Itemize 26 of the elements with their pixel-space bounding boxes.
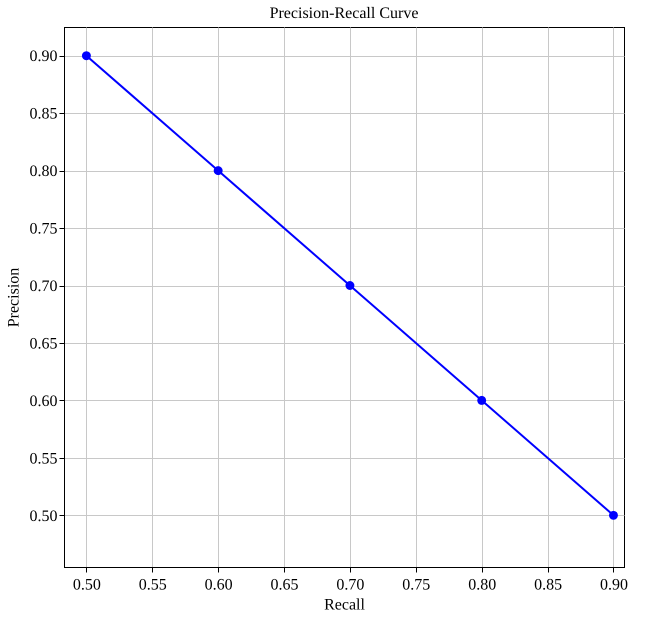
point [345,281,354,290]
y-axis-title: Precision [6,268,22,328]
y-tick-label: 0.90 [30,48,58,66]
y-tick-label: 0.75 [30,220,58,238]
y-tick-label: 0.55 [30,450,58,468]
y-tick-label: 0.70 [30,278,58,296]
x-tick-label: 0.90 [600,576,628,594]
x-tick-label: 0.70 [336,576,364,594]
x-axis-title: Recall [324,596,366,614]
chart-title: Precision-Recall Curve [270,5,418,22]
y-tick-label: 0.65 [30,335,58,352]
x-tick-label: 0.55 [138,576,167,594]
x-tick-label: 0.75 [402,576,430,594]
y-tick-label: 0.60 [30,392,58,410]
x-tick-label: 0.65 [270,576,299,594]
x-tick-label: 0.80 [468,576,496,594]
point [608,510,618,520]
point [214,166,223,176]
y-tick-label: 0.50 [30,508,58,525]
y-tick-label: 0.85 [30,106,58,123]
x-tick-label: 0.85 [534,576,562,594]
x-tick-label: 0.50 [72,576,101,594]
point [82,51,91,60]
x-tick-label: 0.60 [204,576,233,594]
point [477,396,486,405]
y-tick-label: 0.80 [30,163,58,180]
